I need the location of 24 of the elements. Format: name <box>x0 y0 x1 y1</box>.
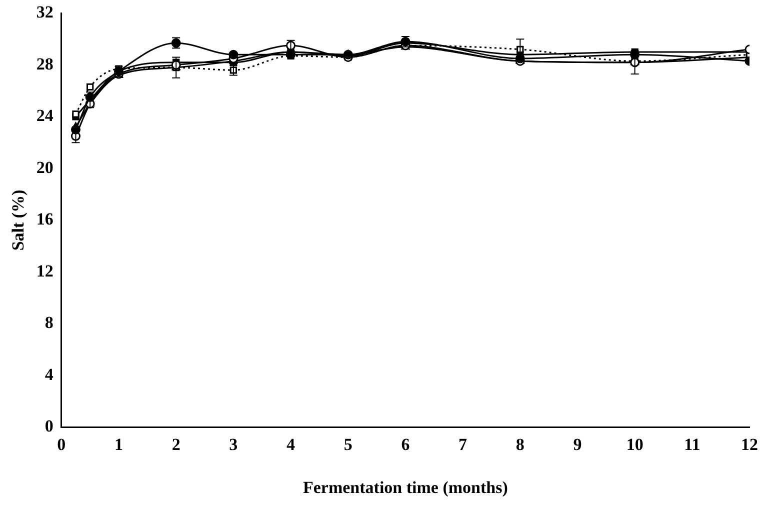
x-tick-label: 11 <box>684 434 700 454</box>
x-tick-label: 0 <box>57 434 66 454</box>
x-tick-label: 5 <box>344 434 352 454</box>
y-tick-label: 12 <box>36 261 54 280</box>
x-tick-label: 1 <box>114 434 123 454</box>
x-tick-label: 12 <box>741 434 758 454</box>
y-tick-label: 0 <box>44 416 54 436</box>
y-tick-label: 8 <box>44 313 54 332</box>
x-tick-label: 7 <box>458 434 468 454</box>
y-tick-label: 28 <box>36 54 54 74</box>
x-tick-label: 2 <box>172 434 180 454</box>
y-tick-label: 32 <box>36 2 54 22</box>
y-tick-label: 16 <box>36 210 54 229</box>
x-tick-label: 8 <box>516 434 524 454</box>
x-tick-label: 3 <box>229 434 238 454</box>
y-axis-title: Salt (%) <box>8 190 28 251</box>
x-tick-label: 4 <box>286 434 296 454</box>
y-tick-label: 20 <box>36 158 54 177</box>
x-tick-label: 9 <box>573 434 582 454</box>
x-tick-label: 6 <box>401 434 410 454</box>
x-tick-label: 10 <box>626 434 644 454</box>
x-axis-title: Fermentation time (months) <box>302 478 508 498</box>
y-tick-label: 24 <box>36 106 54 126</box>
y-tick-label: 4 <box>44 364 54 384</box>
